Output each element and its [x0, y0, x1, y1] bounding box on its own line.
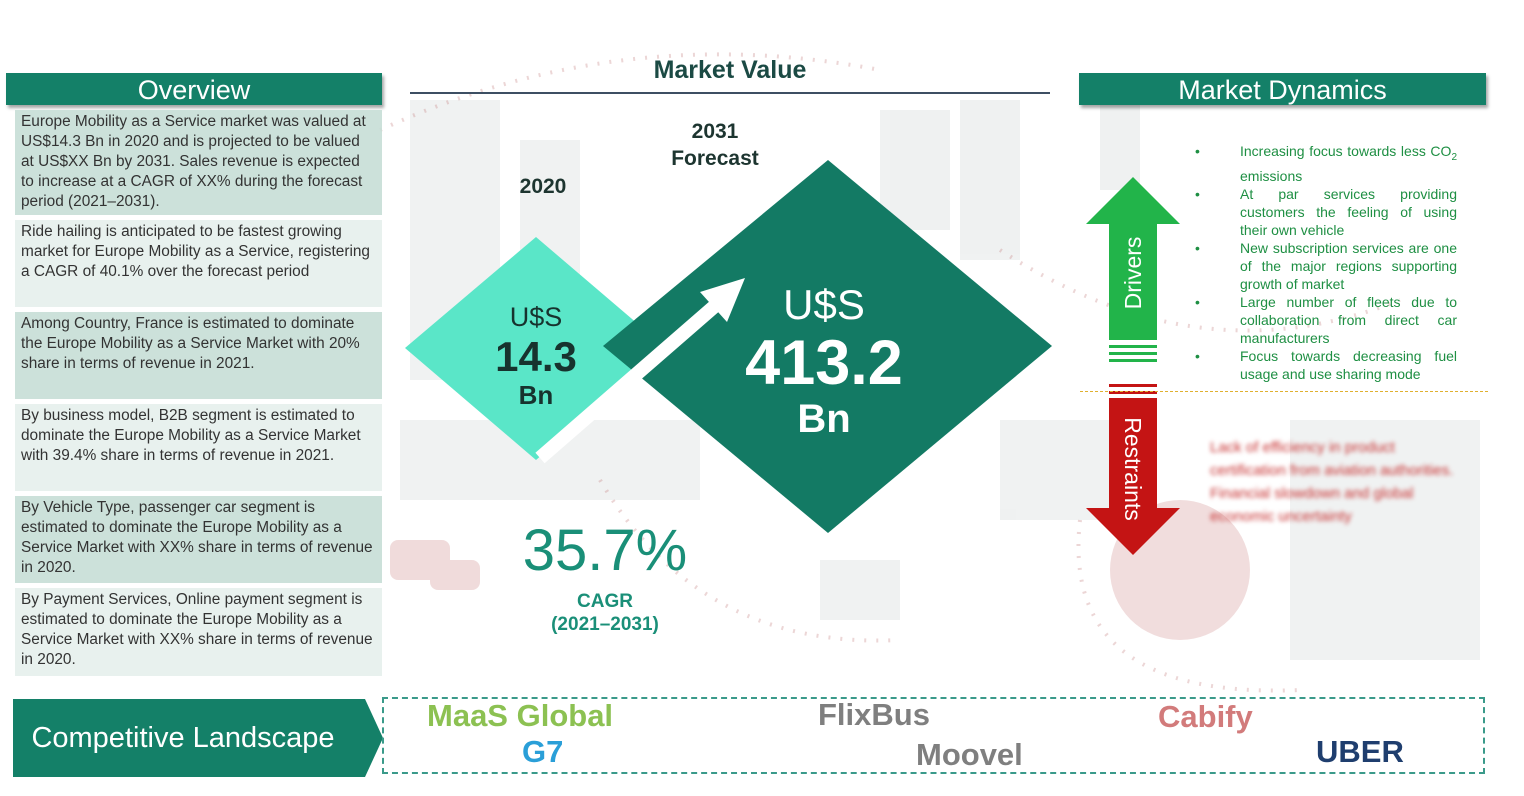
restraints-arrow — [1086, 398, 1180, 555]
overview-item-2: Ride hailing is anticipated to be fastes… — [15, 220, 382, 307]
driver-item-2: At par services providing customers the … — [1195, 185, 1457, 239]
company-cabify: Cabify — [1158, 699, 1253, 734]
competitive-landscape-label: Competitive Landscape — [31, 722, 335, 754]
forecast-label: Forecast — [671, 147, 759, 170]
dynamics-arrows — [1086, 177, 1180, 555]
value-2031-unit: Bn — [797, 397, 851, 441]
overview-item-3: Among Country, France is estimated to do… — [15, 312, 382, 399]
company-uber: UBER — [1316, 734, 1404, 769]
value-2031-number: 413.2 — [745, 328, 903, 398]
drivers-label: Drivers — [1120, 236, 1146, 310]
cagr-value: 35.7% — [522, 518, 688, 583]
company-maas-global: MaaS Global — [427, 698, 614, 733]
value-2031: U$S 413.2 Bn — [712, 280, 936, 442]
value-2020-number: 14.3 — [495, 333, 577, 380]
driver-item-1: Increasing focus towards less CO2 emissi… — [1195, 142, 1457, 185]
growth-arrow-head — [700, 278, 745, 322]
competitive-landscape-banner — [13, 699, 383, 777]
cagr-label: CAGR (2021–2031) — [520, 590, 690, 636]
market-value-title: Market Value — [653, 56, 807, 84]
driver-item-5: Focus towards decreasing fuel usage and … — [1195, 347, 1457, 383]
diamonds-graphic — [405, 160, 1052, 533]
diamond-2020 — [405, 237, 666, 460]
value-2020-currency: U$S — [509, 302, 563, 332]
value-2031-currency: U$S — [783, 281, 865, 328]
value-2020-unit: Bn — [518, 380, 554, 410]
cagr-period: (2021–2031) — [551, 614, 659, 635]
company-moovel: Moovel — [916, 737, 1023, 772]
competitors-frame — [382, 697, 1485, 774]
overview-header: Overview — [6, 73, 382, 105]
overview-item-1: Europe Mobility as a Service market was … — [15, 110, 382, 215]
diamond-2031 — [603, 160, 1052, 533]
driver-item-3: New subscription services are one of the… — [1195, 239, 1457, 293]
drivers-arrow — [1086, 177, 1180, 340]
restraints-list: Lack of efficiency in product certificat… — [1210, 436, 1470, 528]
restraint-item-1: Lack of efficiency in product certificat… — [1210, 439, 1454, 479]
overview-item-6: By Payment Services, Online payment segm… — [15, 588, 382, 676]
market-dynamics-header: Market Dynamics — [1079, 73, 1486, 105]
year-2031-label: 2031 Forecast — [640, 118, 790, 172]
market-value-underline — [410, 92, 1050, 94]
cagr-text: CAGR — [577, 591, 633, 612]
overview-item-4: By business model, B2B segment is estima… — [15, 404, 382, 491]
growth-arrow-shaft — [535, 292, 729, 464]
dynamics-divider — [1080, 391, 1488, 392]
drivers-list: Increasing focus towards less CO2 emissi… — [1195, 142, 1457, 383]
company-flixbus: FlixBus — [818, 697, 930, 732]
year-2031: 2031 — [691, 120, 739, 143]
restraints-label: Restraints — [1120, 417, 1146, 521]
overview-item-5: By Vehicle Type, passenger car segment i… — [15, 496, 382, 583]
company-g7: G7 — [522, 734, 564, 769]
year-2020-label: 2020 — [519, 175, 567, 198]
value-2020: U$S 14.3 Bn — [470, 300, 602, 410]
restraint-item-2: Financial slowdown and global economic u… — [1210, 485, 1414, 525]
driver-item-4: Large number of fleets due to collaborat… — [1195, 293, 1457, 347]
